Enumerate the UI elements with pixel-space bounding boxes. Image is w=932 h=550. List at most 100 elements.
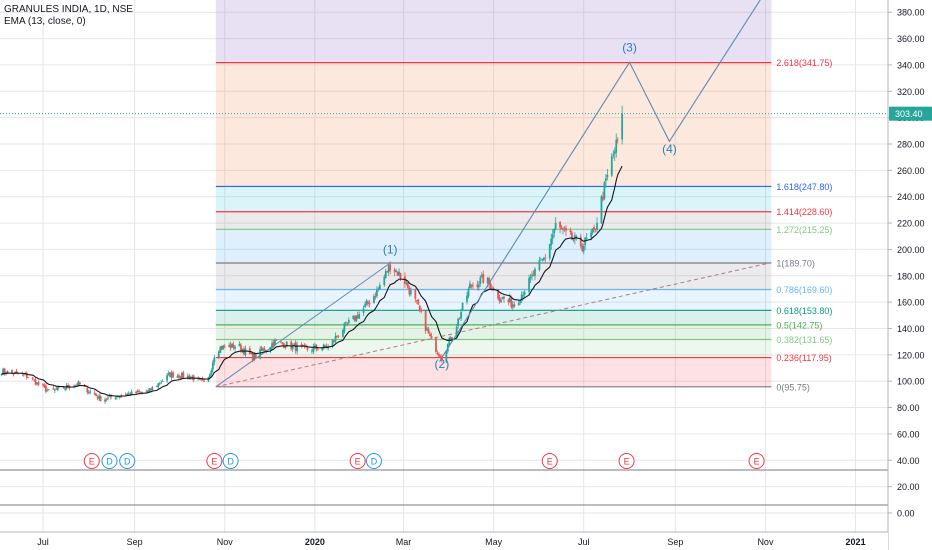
candle-body <box>358 314 361 319</box>
time-tick-label: 2020 <box>305 537 325 547</box>
price-tick-label: 160.00 <box>897 298 925 308</box>
candle-body <box>523 291 526 295</box>
fib-level-label: 1.618(247.80) <box>776 182 832 192</box>
candle-body <box>603 182 606 199</box>
price-axis-bg <box>888 0 932 550</box>
dividend-event-marker[interactable]: D <box>222 453 239 469</box>
candle-body <box>355 315 358 322</box>
candle-body <box>3 368 6 374</box>
candle-body <box>398 271 400 276</box>
event-label: E <box>89 456 95 466</box>
candle-body <box>477 284 480 288</box>
candle-body <box>56 387 59 391</box>
candle-body <box>565 227 567 231</box>
time-tick-label: 2021 <box>846 537 866 547</box>
candle-body <box>135 392 137 394</box>
candle-body <box>271 343 273 349</box>
candle-body <box>269 347 272 351</box>
candle-body <box>34 379 37 385</box>
fib-zone <box>215 310 772 325</box>
event-circle <box>119 453 136 469</box>
price-tick-label: 260.00 <box>897 166 925 176</box>
candle-body <box>467 288 470 297</box>
price-tick-label: 280.00 <box>897 139 925 149</box>
candle-body <box>110 395 112 398</box>
candle-body <box>415 300 418 301</box>
candle-body <box>347 320 350 323</box>
candle-body <box>439 355 442 359</box>
fib-zone <box>215 229 772 263</box>
candle-body <box>169 372 171 378</box>
price-tick-label: 220.00 <box>897 219 925 229</box>
candle-body <box>346 322 349 324</box>
candle-body <box>510 298 513 308</box>
candle-body <box>602 196 604 200</box>
event-label: E <box>624 456 630 466</box>
candle-body <box>435 337 437 352</box>
candle-body <box>53 389 56 391</box>
event-circle <box>206 453 223 469</box>
fib-zone <box>215 62 772 187</box>
wave-label: (1) <box>383 242 398 256</box>
event-label: E <box>211 456 217 466</box>
candle-body <box>200 379 202 380</box>
event-circle <box>222 453 239 469</box>
candle-body <box>84 386 87 387</box>
candle-body <box>612 154 615 156</box>
candle-body <box>480 275 483 278</box>
candle-body <box>25 372 28 378</box>
candle-body <box>404 276 406 285</box>
earnings-event-marker[interactable]: E <box>83 453 100 469</box>
candle-body <box>259 348 262 359</box>
candle-body <box>479 277 482 284</box>
candle-body <box>596 223 598 230</box>
candle-body <box>313 345 316 347</box>
dashed-trend-line <box>215 262 772 388</box>
candle-body <box>585 237 588 239</box>
legend-title: GRANULES INDIA, 1D, NSE <box>4 4 133 15</box>
candle-body <box>399 272 402 278</box>
event-circle <box>618 453 635 469</box>
candle-body <box>559 221 561 228</box>
dividend-event-marker[interactable]: D <box>101 453 118 469</box>
price-tick-label: 360.00 <box>897 34 925 44</box>
candle-body <box>231 343 234 348</box>
candle-body <box>11 369 13 373</box>
price-tick-label: 200.00 <box>897 245 925 255</box>
candle-body <box>553 229 556 234</box>
earnings-event-marker[interactable]: E <box>618 453 635 469</box>
earnings-event-marker[interactable]: E <box>206 453 223 469</box>
candle-body <box>571 232 573 240</box>
candle-body <box>172 372 174 378</box>
candle-body <box>498 296 501 301</box>
wave-label: (2) <box>435 357 450 371</box>
candle-body <box>95 394 98 397</box>
earnings-event-marker[interactable]: E <box>541 453 558 469</box>
candle-body <box>522 295 525 297</box>
candle-body <box>365 300 368 305</box>
candle-body <box>550 238 553 246</box>
dividend-event-marker[interactable]: D <box>365 453 382 469</box>
candle-body <box>176 376 179 378</box>
candle-body <box>581 245 584 251</box>
candle-body <box>141 392 143 394</box>
candle-body <box>42 383 44 386</box>
candle-body <box>36 382 38 384</box>
earnings-event-marker[interactable]: E <box>349 453 366 469</box>
fib-level-label: 0.5(142.75) <box>776 320 822 330</box>
candle-body <box>476 284 479 287</box>
candle-body <box>436 353 439 354</box>
earnings-event-marker[interactable]: E <box>748 453 765 469</box>
candle-body <box>48 389 50 391</box>
candle-body <box>290 341 293 349</box>
candle-body <box>58 386 61 388</box>
candle-body <box>613 151 616 154</box>
candle-body <box>262 348 265 351</box>
candle-body <box>542 257 545 261</box>
dividend-event-marker[interactable]: D <box>119 453 136 469</box>
candle-body <box>77 381 80 386</box>
candle-body <box>89 391 92 393</box>
candle-body <box>541 258 544 260</box>
